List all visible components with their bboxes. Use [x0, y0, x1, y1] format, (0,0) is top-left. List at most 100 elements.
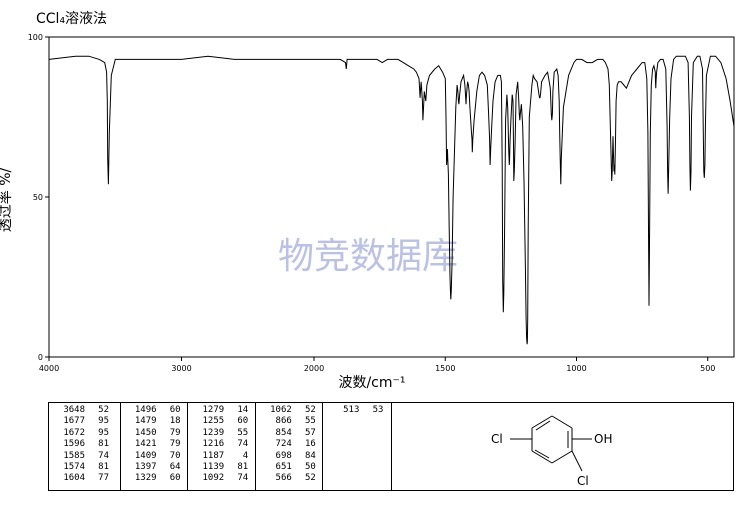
peak-transmittance: 18: [169, 416, 181, 427]
peak-wavenumber: 1092: [202, 473, 225, 484]
peak-transmittance: 81: [98, 439, 109, 450]
peak-row: 1421 79: [127, 439, 188, 450]
peak-column: 1279 14 1255 60 1239 55 1216 74 1187 4 1139 81 1092 7…: [188, 403, 256, 490]
peak-row: 3648 52: [55, 405, 120, 416]
peak-wavenumber: 1409: [134, 450, 157, 461]
peak-row: 1187 4: [194, 451, 255, 462]
peak-column: 1496 60 1479 18 1450 79 1421 79 1409 70 1397 64 1329…: [121, 403, 189, 490]
peak-transmittance: 57: [304, 427, 316, 438]
peak-row: 724 16: [262, 439, 323, 450]
peak-wavenumber: 1421: [134, 439, 157, 450]
peak-column: 3648 52 1677 95 1672 95 1596 81 1585 74 1574 81 1604…: [49, 403, 121, 490]
peak-row: 566 52: [262, 473, 323, 484]
peak-row: 1397 64: [127, 462, 188, 473]
peak-row: 1279 14: [194, 405, 255, 416]
peak-transmittance: 60: [169, 473, 181, 484]
peak-wavenumber: 1216: [202, 439, 225, 450]
peak-row: 1216 74: [194, 439, 255, 450]
atom-cl-left: Cl: [491, 432, 503, 446]
peak-row: 651 50: [262, 462, 323, 473]
peak-row: 1062 52: [262, 405, 323, 416]
plot-frame: [48, 36, 735, 358]
peak-wavenumber: 1672: [63, 427, 85, 438]
peak-transmittance: 52: [304, 473, 316, 484]
peak-wavenumber: 1574: [63, 462, 85, 473]
peak-row: 698 84: [262, 451, 323, 462]
peak-wavenumber: 724: [275, 439, 292, 450]
peak-transmittance: 4: [242, 450, 249, 461]
peak-transmittance: 70: [169, 450, 181, 461]
peak-column: 1062 52 866 55 854 57 724 16 698 84 651 50 566 52: [256, 403, 324, 490]
y-tick-label: 100: [28, 33, 43, 42]
peak-row: 1677 95: [55, 416, 120, 427]
peak-row: 1092 74: [194, 473, 255, 484]
peak-wavenumber: 513: [343, 405, 360, 415]
peak-transmittance: 52: [304, 405, 316, 415]
peak-row: 1239 55: [194, 428, 255, 439]
peak-wavenumber: 3648: [63, 405, 85, 415]
x-tick-label: 1500: [435, 364, 455, 373]
peak-transmittance: 74: [98, 450, 109, 461]
x-tick-label: 4000: [39, 364, 59, 373]
peak-wavenumber: 698: [275, 450, 292, 461]
peak-row: 1139 81: [194, 462, 255, 473]
peak-row: 866 55: [262, 416, 323, 427]
x-tick-label: 500: [700, 364, 715, 373]
peak-wavenumber: 1479: [134, 416, 157, 427]
peak-transmittance: 16: [304, 439, 316, 450]
peak-wavenumber: 1585: [63, 450, 85, 461]
peak-wavenumber: 651: [275, 462, 292, 473]
watermark: 物竞数据库: [278, 236, 458, 277]
x-tick-label: 2000: [304, 364, 324, 373]
structure-box: Cl OH Cl: [392, 402, 734, 491]
peak-wavenumber: 1255: [202, 416, 225, 427]
peak-row: 513 53: [329, 405, 391, 416]
peak-wavenumber: 1239: [202, 427, 225, 438]
peak-wavenumber: 1139: [202, 462, 225, 473]
peak-wavenumber: 1496: [134, 405, 157, 415]
peak-row: 854 57: [262, 428, 323, 439]
peak-transmittance: 84: [304, 450, 316, 461]
peak-row: 1596 81: [55, 439, 120, 450]
peak-row: 1496 60: [127, 405, 188, 416]
x-tick-label: 3000: [171, 364, 191, 373]
x-axis-label: 波数/cm⁻¹: [338, 375, 405, 391]
peak-wavenumber: 1677: [63, 416, 85, 427]
y-tick-label: 50: [33, 193, 43, 202]
peak-row: 1604 77: [55, 473, 120, 484]
peak-wavenumber: 1279: [202, 405, 225, 415]
peak-row: 1329 60: [127, 473, 188, 484]
peak-table: 3648 52 1677 95 1672 95 1596 81 1585 74 1574 81 1604…: [48, 402, 392, 491]
peak-row: 1255 60: [194, 416, 255, 427]
peak-transmittance: 60: [237, 416, 249, 427]
peak-transmittance: 81: [237, 462, 249, 473]
peak-row: 1574 81: [55, 462, 120, 473]
spectrum-line: [48, 55, 735, 345]
peak-transmittance: 55: [304, 416, 316, 427]
peak-wavenumber: 854: [275, 427, 292, 438]
y-axis-label: 透过率 %/: [0, 167, 14, 232]
y-tick-label: 0: [38, 353, 43, 362]
peak-wavenumber: 1329: [134, 473, 157, 484]
peak-transmittance: 95: [98, 427, 109, 438]
atom-cl-bottom: Cl: [577, 474, 589, 488]
peak-wavenumber: 1604: [63, 473, 85, 484]
peak-wavenumber: 1596: [63, 439, 85, 450]
peak-transmittance: 77: [98, 473, 109, 484]
peak-wavenumber: 566: [275, 473, 292, 484]
peak-transmittance: 60: [169, 405, 181, 415]
peak-transmittance: 52: [98, 405, 109, 415]
peak-row: 1672 95: [55, 428, 120, 439]
peak-transmittance: 81: [98, 462, 109, 473]
peak-transmittance: 95: [98, 416, 109, 427]
peak-wavenumber: 1450: [134, 427, 157, 438]
peak-wavenumber: 866: [275, 416, 292, 427]
peak-row: 1585 74: [55, 451, 120, 462]
peak-transmittance: 50: [304, 462, 316, 473]
x-tick-label: 1000: [566, 364, 586, 373]
peak-row: 1479 18: [127, 416, 188, 427]
peak-transmittance: 14: [237, 405, 249, 415]
peak-transmittance: 74: [237, 473, 249, 484]
peak-wavenumber: 1187: [202, 450, 225, 461]
